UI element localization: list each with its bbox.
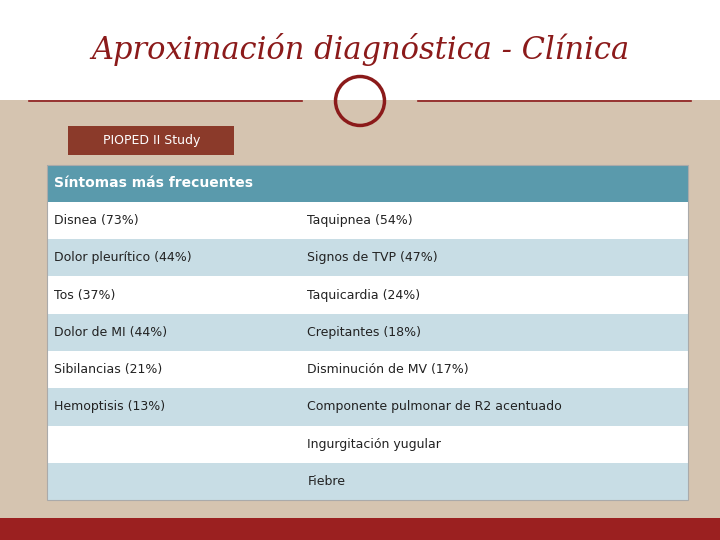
FancyBboxPatch shape [47, 463, 688, 500]
Text: Fiebre: Fiebre [307, 475, 346, 488]
FancyBboxPatch shape [47, 165, 688, 202]
FancyBboxPatch shape [47, 314, 688, 351]
Text: Dolor pleurítico (44%): Dolor pleurítico (44%) [54, 251, 192, 265]
Text: Componente pulmonar de R2 acentuado: Componente pulmonar de R2 acentuado [307, 400, 562, 414]
Text: Signos de TVP (47%): Signos de TVP (47%) [307, 251, 438, 265]
FancyBboxPatch shape [47, 239, 688, 276]
Text: Síntomas más frecuentes: Síntomas más frecuentes [54, 177, 253, 190]
Text: Sibilancias (21%): Sibilancias (21%) [54, 363, 162, 376]
FancyBboxPatch shape [47, 426, 688, 463]
Text: Aproximación diagnóstica - Clínica: Aproximación diagnóstica - Clínica [91, 33, 629, 66]
Text: PIOPED II Study: PIOPED II Study [102, 134, 200, 147]
FancyBboxPatch shape [47, 276, 688, 314]
Text: Disminución de MV (17%): Disminución de MV (17%) [307, 363, 469, 376]
Text: Disnea (73%): Disnea (73%) [54, 214, 139, 227]
Text: Dolor de MI (44%): Dolor de MI (44%) [54, 326, 167, 339]
Text: Taquicardia (24%): Taquicardia (24%) [307, 288, 420, 302]
Text: Taquipnea (54%): Taquipnea (54%) [307, 214, 413, 227]
FancyBboxPatch shape [47, 351, 688, 388]
Text: Tos (37%): Tos (37%) [54, 288, 115, 302]
FancyBboxPatch shape [0, 0, 720, 100]
Text: Ingurgitación yugular: Ingurgitación yugular [307, 437, 441, 451]
FancyBboxPatch shape [68, 125, 234, 156]
FancyBboxPatch shape [47, 388, 688, 426]
FancyBboxPatch shape [0, 518, 720, 540]
Text: Hemoptisis (13%): Hemoptisis (13%) [54, 400, 165, 414]
FancyBboxPatch shape [47, 202, 688, 239]
Text: Crepitantes (18%): Crepitantes (18%) [307, 326, 421, 339]
